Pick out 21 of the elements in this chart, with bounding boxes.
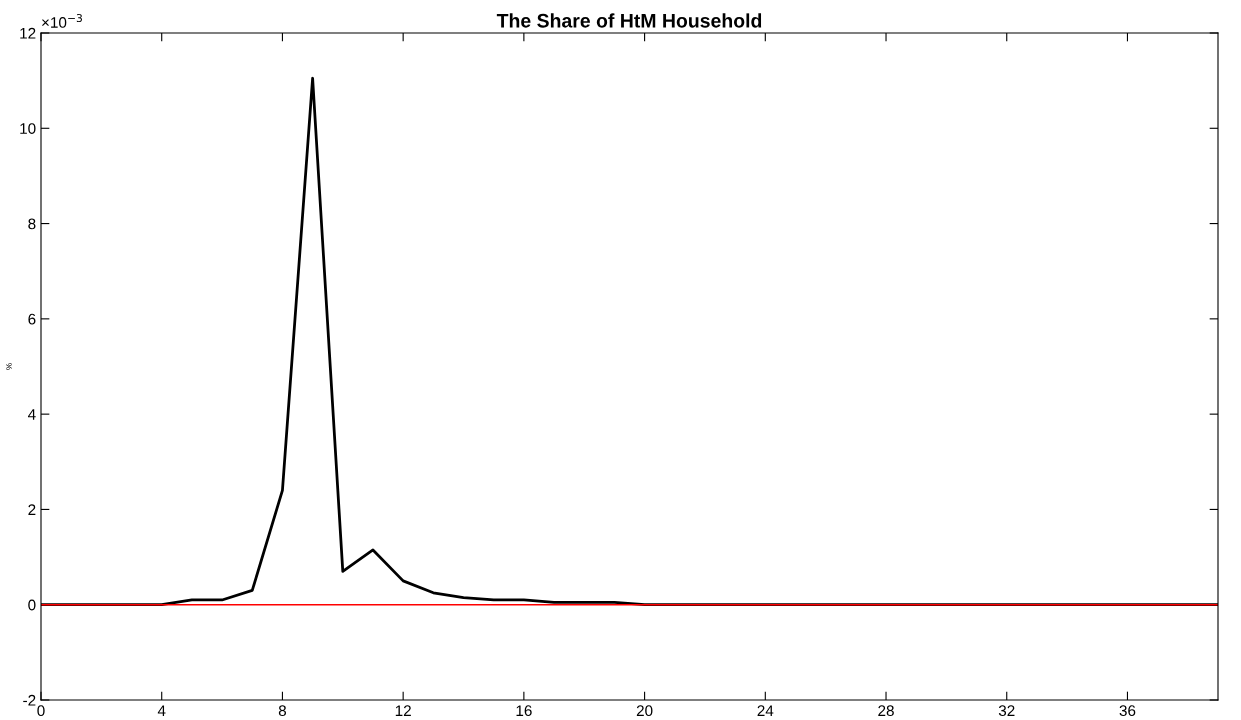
y-tick-label: 0 — [28, 599, 36, 611]
y-tick-label: 4 — [27, 409, 36, 420]
y-tick-label: -2 — [23, 694, 36, 706]
y-tick-label: 6 — [28, 313, 36, 325]
y-axis-title: % — [6, 363, 12, 370]
text: ×10$^{−3}$ — [42, 13, 82, 28]
x-tick-label: 0 — [37, 705, 45, 717]
x-tick-label: 28 — [878, 705, 894, 717]
y-tick-label: 10 — [20, 123, 36, 134]
x-tick-label: 4 — [157, 705, 166, 716]
y-tick-label: 12 — [20, 27, 36, 39]
x-tick-label: 8 — [278, 705, 287, 717]
x-tick-label: 36 — [1119, 705, 1136, 717]
x-tick-label: 20 — [636, 705, 653, 717]
x-tick-label: 16 — [516, 705, 532, 717]
x-tick-label: 24 — [757, 705, 774, 716]
y-tick-label: 2 — [28, 504, 36, 515]
x-tick-label: 12 — [395, 705, 411, 716]
x-tick-label: 32 — [998, 705, 1015, 717]
chart-title: The Share of HtM Household — [496, 13, 762, 28]
y-tick-label: 8 — [28, 218, 36, 230]
